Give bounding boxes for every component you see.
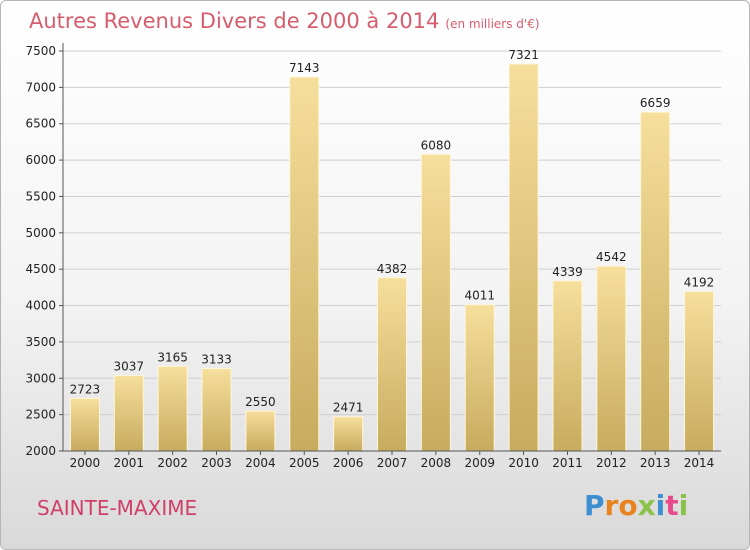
logo-letter: o bbox=[618, 489, 638, 522]
x-tick-label-2004: 2004 bbox=[245, 456, 276, 470]
bar-2013 bbox=[640, 111, 671, 452]
data-label-2014: 4192 bbox=[684, 276, 715, 290]
y-tick-label: 7500 bbox=[25, 44, 56, 58]
y-tick-label: 4000 bbox=[25, 299, 56, 313]
x-tick-label-2007: 2007 bbox=[377, 456, 408, 470]
bar-2003 bbox=[201, 368, 232, 452]
y-tick-label: 3500 bbox=[25, 335, 56, 349]
bar-2001 bbox=[113, 375, 144, 452]
x-tick-label-2005: 2005 bbox=[289, 456, 320, 470]
data-label-2011: 4339 bbox=[552, 265, 583, 279]
chart-unit: (en milliers d'€) bbox=[445, 17, 540, 31]
data-label-2008: 6080 bbox=[421, 138, 452, 152]
x-tick-label-2010: 2010 bbox=[508, 456, 539, 470]
x-tick-label-2006: 2006 bbox=[333, 456, 364, 470]
y-tick-label: 5500 bbox=[25, 189, 56, 203]
chart-title-text: Autres Revenus Divers de 2000 à 2014 bbox=[29, 9, 440, 33]
x-tick-label-2000: 2000 bbox=[70, 456, 101, 470]
logo-letter: t bbox=[665, 489, 679, 522]
y-tick-label: 2000 bbox=[25, 444, 56, 458]
logo-letter: i bbox=[655, 489, 666, 522]
logo-letter: i bbox=[678, 489, 689, 522]
y-tick-label: 6000 bbox=[25, 153, 56, 167]
data-label-2010: 7321 bbox=[508, 48, 539, 62]
data-label-2013: 6659 bbox=[640, 96, 671, 110]
city-name: SAINTE-MAXIME bbox=[37, 496, 198, 520]
logo-letter: P bbox=[584, 489, 605, 522]
proxiti-logo[interactable]: Proxiti bbox=[584, 489, 688, 522]
bar-2005 bbox=[289, 76, 320, 452]
y-tick-label: 6500 bbox=[25, 117, 56, 131]
bar-2012 bbox=[596, 265, 627, 452]
logo-letter: r bbox=[604, 489, 619, 522]
y-tick-label: 7000 bbox=[25, 80, 56, 94]
x-tick-label-2002: 2002 bbox=[157, 456, 188, 470]
bar-2008 bbox=[420, 153, 451, 452]
chart-title: Autres Revenus Divers de 2000 à 2014 (en … bbox=[29, 9, 540, 33]
bar-2002 bbox=[157, 365, 188, 452]
logo-letter: x bbox=[637, 489, 656, 522]
data-label-2006: 2471 bbox=[333, 401, 364, 415]
x-tick-label-2014: 2014 bbox=[684, 456, 715, 470]
y-tick-label: 3000 bbox=[25, 371, 56, 385]
bar-2006 bbox=[333, 416, 364, 452]
bar-2014 bbox=[684, 291, 715, 452]
data-label-2003: 3133 bbox=[201, 353, 232, 367]
bar-2007 bbox=[377, 277, 407, 452]
x-tick-label-2011: 2011 bbox=[552, 456, 583, 470]
data-label-2007: 4382 bbox=[377, 262, 408, 276]
data-label-2004: 2550 bbox=[245, 395, 276, 409]
bar-2000 bbox=[69, 397, 100, 452]
data-label-2001: 3037 bbox=[114, 360, 145, 374]
y-tick-label: 5000 bbox=[25, 226, 56, 240]
y-tick-label: 4500 bbox=[25, 262, 56, 276]
bar-2010 bbox=[508, 63, 539, 452]
x-tick-label-2008: 2008 bbox=[421, 456, 452, 470]
x-tick-label-2009: 2009 bbox=[464, 456, 495, 470]
x-tick-label-2013: 2013 bbox=[640, 456, 671, 470]
bar-2004 bbox=[245, 410, 276, 452]
data-label-2005: 7143 bbox=[289, 61, 320, 75]
x-tick-label-2012: 2012 bbox=[596, 456, 627, 470]
x-tick-label-2003: 2003 bbox=[201, 456, 232, 470]
data-label-2012: 4542 bbox=[596, 250, 627, 264]
x-tick-label-2001: 2001 bbox=[114, 456, 145, 470]
bar-2011 bbox=[552, 280, 583, 452]
bar-2009 bbox=[464, 304, 495, 452]
data-label-2000: 2723 bbox=[70, 382, 101, 396]
y-tick-label: 2500 bbox=[25, 408, 56, 422]
data-label-2002: 3165 bbox=[157, 350, 188, 364]
data-label-2009: 4011 bbox=[464, 289, 495, 303]
